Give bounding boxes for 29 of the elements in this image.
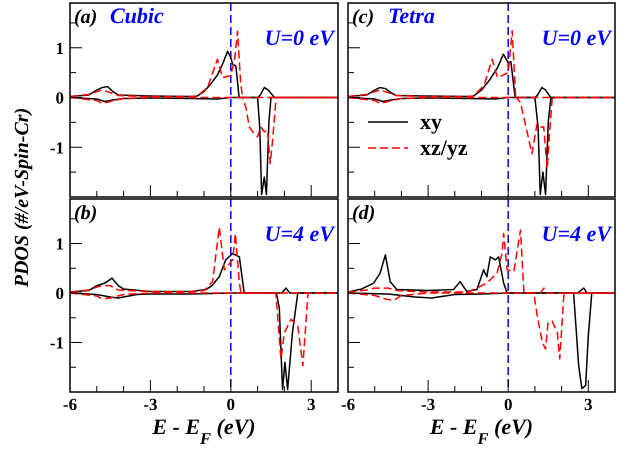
x-tick-label: 3 (584, 395, 593, 414)
annotation: (a) (74, 6, 98, 28)
x-axis-title: E - E$_{F}$ (eV) (151, 414, 256, 448)
annotation: (c) (352, 6, 374, 28)
x-axis-title: E - E$_{F}$ (eV) (428, 414, 534, 448)
x-tick-label: 3 (306, 395, 316, 414)
y-tick-label: 1 (56, 234, 64, 254)
y-axis-title: PDOS (#/eV-Spin-Cr) (11, 108, 33, 288)
x-tick-label: -3 (421, 395, 436, 414)
annotation: Tetra (388, 3, 435, 28)
annotation: (d) (352, 202, 376, 224)
annotation: U=4 eV (264, 221, 336, 246)
annotation: U=0 eV (264, 25, 336, 50)
legend-label: xy (420, 109, 442, 134)
x-tick-label: 0 (504, 395, 512, 414)
y-tick-label: -1 (50, 138, 64, 158)
y-tick-label: 0 (56, 284, 64, 304)
y-tick-label: 0 (56, 88, 64, 108)
annotation: (b) (74, 202, 98, 224)
annotation: U=0 eV (542, 25, 614, 50)
annotation: Cubic (110, 3, 164, 28)
x-tick-label: -6 (62, 395, 78, 414)
legend-label: xz/yz (420, 135, 468, 160)
y-tick-label: 1 (56, 38, 64, 58)
x-tick-label: -6 (340, 395, 356, 414)
x-tick-label: -3 (143, 395, 158, 414)
x-tick-label: 0 (226, 395, 236, 414)
y-tick-label: -1 (50, 334, 64, 353)
annotation: U=4 eV (542, 221, 614, 246)
